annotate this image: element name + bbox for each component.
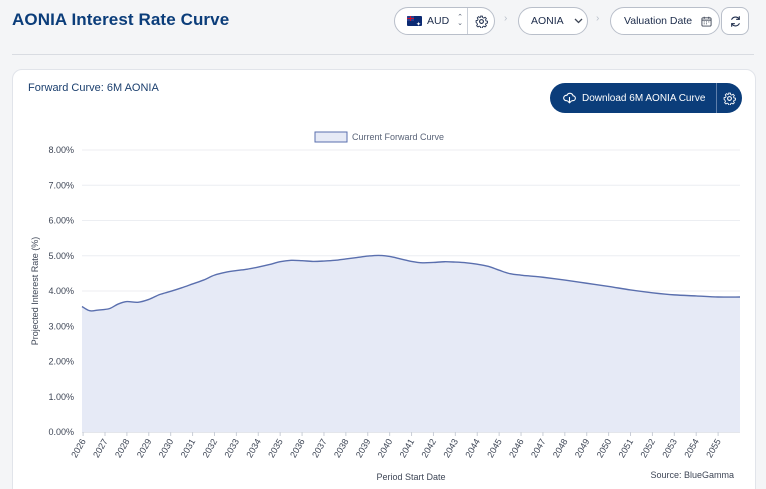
calendar-icon xyxy=(701,16,712,27)
currency-select[interactable]: AUD ⌃⌄ xyxy=(394,7,495,35)
x-tick-label: 2045 xyxy=(485,437,504,459)
gear-icon xyxy=(475,15,488,28)
cloud-download-icon xyxy=(563,92,576,104)
y-axis: 0.00% 1.00% 2.00% 3.00% 4.00% 5.00% 6.00% 7.00%… xyxy=(48,145,74,437)
x-tick-label: 2035 xyxy=(266,437,285,459)
y-axis-title: Projected Interest Rate (%) xyxy=(30,237,40,346)
y-tick-label: 3.00% xyxy=(48,321,74,331)
currency-settings-button[interactable] xyxy=(468,8,494,34)
x-tick-label: 2034 xyxy=(244,437,263,459)
card-title: Forward Curve: 6M AONIA xyxy=(28,82,159,94)
y-tick-label: 1.00% xyxy=(48,392,74,402)
x-tick-label: 2055 xyxy=(704,437,723,459)
x-tick-label: 2031 xyxy=(179,437,198,459)
pill-divider xyxy=(467,8,468,34)
updown-icon: ⌃ ⌄ xyxy=(457,14,464,27)
breadcrumb-separator: › xyxy=(504,13,508,24)
x-tick-label: 2030 xyxy=(157,437,176,459)
x-tick-label: 2049 xyxy=(573,437,592,459)
y-tick-label: 6.00% xyxy=(48,216,74,226)
y-tick-label: 8.00% xyxy=(48,145,74,155)
valuation-date-label: Valuation Date xyxy=(624,15,693,27)
y-tick-label: 7.00% xyxy=(48,180,74,190)
index-select[interactable]: AONIA xyxy=(518,7,588,35)
refresh-button[interactable] xyxy=(721,7,749,35)
refresh-icon xyxy=(730,15,740,27)
y-tick-label: 0.00% xyxy=(48,427,74,437)
x-tick-label: 2026 xyxy=(69,437,88,459)
x-tick-label: 2054 xyxy=(682,437,701,459)
header-divider xyxy=(12,54,754,55)
flag-au-icon xyxy=(407,16,422,26)
x-tick-label: 2042 xyxy=(420,437,439,459)
page-title: AONIA Interest Rate Curve xyxy=(12,10,230,29)
x-tick-label: 2027 xyxy=(91,437,110,459)
x-tick-label: 2036 xyxy=(288,437,307,459)
x-tick-label: 2028 xyxy=(113,437,132,459)
y-tick-label: 5.00% xyxy=(48,251,74,261)
x-tick-label: 2029 xyxy=(135,437,154,459)
breadcrumb-separator: › xyxy=(596,13,600,24)
x-tick-label: 2033 xyxy=(222,437,241,459)
series-line xyxy=(81,254,741,312)
x-tick-label: 2050 xyxy=(595,437,614,459)
x-tick-label: 2051 xyxy=(617,437,636,459)
x-axis-title: Period Start Date xyxy=(376,472,445,482)
x-tick-label: 2039 xyxy=(354,437,373,459)
x-tick-label: 2037 xyxy=(310,437,329,459)
x-tick-label: 2043 xyxy=(441,437,460,459)
chevron-down-icon xyxy=(574,18,583,24)
x-tick-label: 2046 xyxy=(507,437,526,459)
x-axis: 2026 2027 2028 2029 2030 2031 2032 2033 2034 2035… xyxy=(69,432,723,459)
x-tick-label: 2044 xyxy=(463,437,482,459)
y-tick-label: 2.00% xyxy=(48,357,74,367)
download-button-label: Download 6M AONIA Curve xyxy=(582,92,706,104)
x-tick-label: 2040 xyxy=(376,437,395,459)
gear-icon xyxy=(723,92,736,105)
x-tick-label: 2041 xyxy=(398,437,417,459)
x-tick-label: 2053 xyxy=(660,437,679,459)
legend-label: Current Forward Curve xyxy=(352,132,444,142)
valuation-date-picker[interactable]: Valuation Date xyxy=(610,7,720,35)
x-tick-label: 2052 xyxy=(638,437,657,459)
series-area xyxy=(82,255,740,432)
x-tick-label: 2048 xyxy=(551,437,570,459)
index-value: AONIA xyxy=(531,15,564,27)
download-curve-button[interactable]: Download 6M AONIA Curve xyxy=(550,83,742,113)
chart-source: Source: BlueGamma xyxy=(650,470,734,480)
download-settings-button[interactable] xyxy=(717,83,742,113)
y-tick-label: 4.00% xyxy=(48,286,74,296)
x-tick-label: 2038 xyxy=(332,437,351,459)
legend-swatch xyxy=(314,131,348,143)
currency-value: AUD xyxy=(427,15,450,27)
page-header: AONIA Interest Rate Curve AUD ⌃⌄ › AONIA… xyxy=(0,0,766,55)
x-tick-label: 2047 xyxy=(529,437,548,459)
chart-legend[interactable]: Current Forward Curve xyxy=(314,131,444,143)
x-tick-label: 2032 xyxy=(201,437,220,459)
button-divider xyxy=(716,83,717,113)
